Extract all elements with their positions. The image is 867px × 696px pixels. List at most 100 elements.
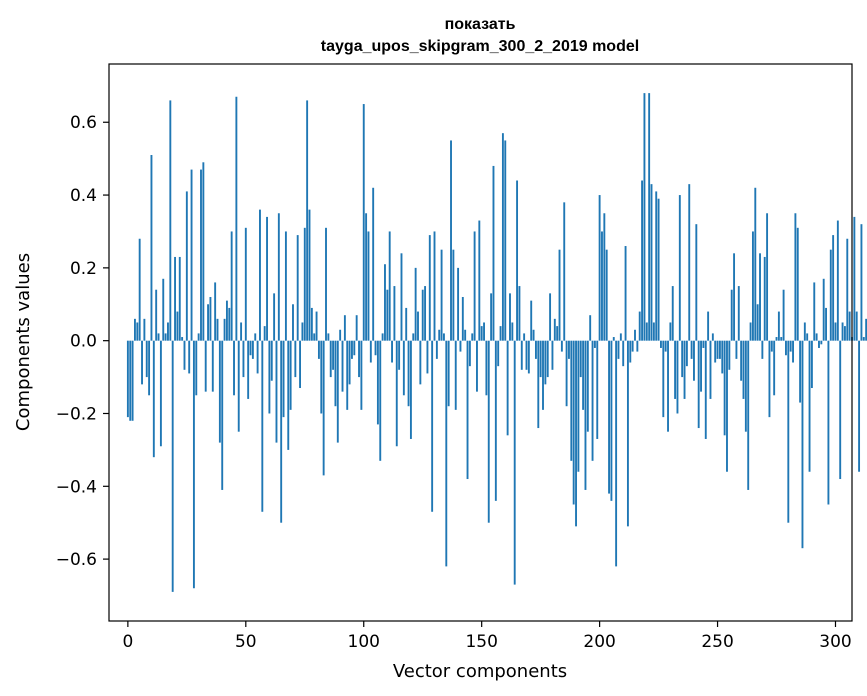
bar-290 <box>810 340 813 389</box>
bar-207 <box>615 340 618 567</box>
bar-253 <box>723 340 726 436</box>
bar-118 <box>405 307 408 341</box>
bar-65 <box>280 340 283 523</box>
bar-188 <box>570 340 573 461</box>
bar-62 <box>273 293 276 341</box>
bar-34 <box>207 304 210 341</box>
bar-256 <box>730 289 733 341</box>
bar-122 <box>414 267 417 341</box>
bar-82 <box>320 340 323 414</box>
bar-227 <box>662 340 665 418</box>
bar-147 <box>473 231 476 341</box>
bar-200 <box>598 195 601 341</box>
plot-frame <box>108 63 853 622</box>
bar-225 <box>657 198 660 341</box>
bar-148 <box>476 340 478 392</box>
bar-103 <box>369 340 372 363</box>
bar-157 <box>497 340 500 367</box>
bar-106 <box>376 340 379 425</box>
bar-84 <box>325 227 327 341</box>
bar-280 <box>787 340 790 523</box>
chart-title: показать <box>445 16 516 33</box>
x-axis-label: Vector components <box>393 661 567 682</box>
x-tick-label-0: 0 <box>122 632 133 652</box>
bar-27 <box>190 169 193 341</box>
bar-270 <box>763 256 766 341</box>
bar-149 <box>478 220 481 341</box>
bar-60 <box>268 340 271 414</box>
bar-228 <box>664 340 667 352</box>
bar-9 <box>148 340 151 396</box>
bar-250 <box>716 340 719 359</box>
bar-2 <box>131 340 134 421</box>
bar-203 <box>605 249 608 341</box>
bar-166 <box>518 286 521 341</box>
bar-209 <box>619 333 622 341</box>
bar-289 <box>808 340 811 472</box>
bar-131 <box>435 340 438 359</box>
bar-15 <box>162 278 165 341</box>
bar-18 <box>169 100 172 341</box>
bar-90 <box>339 329 342 341</box>
bar-19 <box>171 340 174 592</box>
bar-93 <box>346 340 349 410</box>
bar-219 <box>643 93 646 341</box>
bar-239 <box>690 340 693 359</box>
bar-296 <box>825 307 827 341</box>
bar-68 <box>287 340 290 450</box>
bar-10 <box>150 155 153 341</box>
bar-135 <box>445 340 448 567</box>
bar-53 <box>251 340 254 359</box>
bar-94 <box>348 340 351 385</box>
bar-285 <box>799 340 802 403</box>
bar-129 <box>431 340 434 512</box>
bar-92 <box>343 315 346 341</box>
bar-226 <box>660 340 662 348</box>
bar-152 <box>485 340 488 396</box>
bar-44 <box>230 231 233 341</box>
bar-249 <box>714 340 717 363</box>
y-axis: −0.6 −0.4 −0.2 0.0 0.2 0.4 0.6 <box>56 113 109 570</box>
bar-205 <box>610 340 613 501</box>
bar-162 <box>509 293 511 341</box>
bar-167 <box>520 340 523 370</box>
bar-287 <box>803 322 806 341</box>
bar-85 <box>327 333 330 341</box>
bar-137 <box>450 140 452 341</box>
bar-293 <box>818 340 820 348</box>
bar-21 <box>176 311 179 341</box>
bar-312 <box>862 337 865 341</box>
bar-232 <box>674 340 677 399</box>
bar-281 <box>789 340 792 352</box>
bar-66 <box>282 340 285 418</box>
bar-291 <box>813 282 816 341</box>
bar-136 <box>447 340 450 407</box>
bar-233 <box>676 340 679 414</box>
bar-224 <box>655 191 658 341</box>
bar-43 <box>228 307 231 341</box>
bar-42 <box>225 300 228 341</box>
y-tick-label-1: −0.4 <box>56 477 97 497</box>
bar-55 <box>256 340 259 374</box>
bar-32 <box>202 162 205 341</box>
bar-20 <box>174 256 176 341</box>
bar-212 <box>626 340 629 527</box>
bar-284 <box>796 227 799 341</box>
bar-182 <box>556 326 559 341</box>
bar-116 <box>400 253 403 341</box>
bar-277 <box>780 337 783 341</box>
bar-210 <box>622 340 625 367</box>
bar-222 <box>650 184 653 341</box>
bar-81 <box>317 340 320 359</box>
bar-189 <box>572 340 575 505</box>
bar-251 <box>718 340 721 359</box>
bar-110 <box>386 289 389 341</box>
bar-247 <box>709 340 712 399</box>
bar-114 <box>395 340 398 447</box>
bar-184 <box>560 340 563 352</box>
bar-186 <box>565 340 568 407</box>
bar-211 <box>624 246 627 341</box>
bar-101 <box>365 213 368 341</box>
bar-234 <box>678 195 681 341</box>
bar-140 <box>457 267 460 341</box>
